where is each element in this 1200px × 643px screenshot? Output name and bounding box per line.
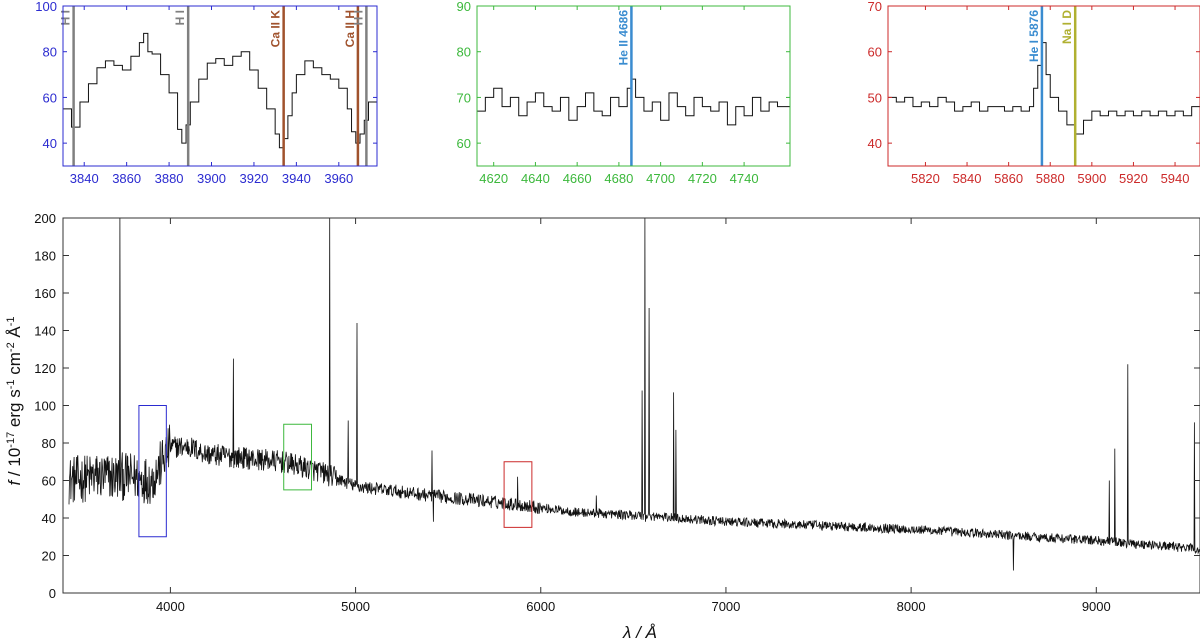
main-spectrum-panel: 4000 5000 6000 7000 8000 9000 0 20 40 60 80 100 120 1…: [34, 211, 1200, 614]
inset1-x-tick-label: 3940: [282, 171, 311, 186]
main-spectrum-line: [68, 217, 1200, 571]
inset3-x-tick-label: 5860: [994, 171, 1023, 186]
inset3-spectrum-line: [888, 42, 1200, 135]
inset3-y-tick-label: 40: [868, 136, 882, 151]
inset1-x-tick-label: 3960: [324, 171, 353, 186]
inset2-y-tick-label: 90: [457, 0, 471, 14]
main-y-tick-label: 180: [34, 249, 56, 264]
main-x-tick-label: 5000: [341, 599, 370, 614]
inset1-x-tick-label: 3860: [112, 171, 141, 186]
inset-indicator-box: [138, 405, 167, 538]
inset3-marker-label: Na I D: [1060, 10, 1074, 44]
inset3-x-tick-label: 5920: [1119, 171, 1148, 186]
inset3-x-tick-label: 5900: [1077, 171, 1106, 186]
main-y-tick-label: 80: [42, 436, 56, 451]
main-x-tick-label: 8000: [897, 599, 926, 614]
inset2-x-tick-label: 4640: [521, 171, 550, 186]
inset1-x-tick-label: 3880: [155, 171, 184, 186]
inset1-x-tick-label: 3840: [70, 171, 99, 186]
inset3-y-tick-label: 70: [868, 0, 882, 14]
inset1-x-tick-label: 3920: [239, 171, 268, 186]
inset1-y-tick-label: 40: [43, 136, 57, 151]
inset1-y-tick-label: 100: [35, 0, 57, 14]
inset1-spectrum-line: [63, 32, 378, 149]
main-y-axis-title: f / 10-17 erg s-1 cm-2 Å-1: [5, 316, 24, 485]
main-y-tick-label: 140: [34, 324, 56, 339]
inset-indicator-box: [503, 461, 533, 528]
main-y-tick-label: 20: [42, 549, 56, 564]
inset2-y-tick-label: 70: [457, 90, 471, 105]
inset-he-i-na-i-panel: He I 5876 Na I D 5820 5840 5860 5880 5900 5920 5…: [868, 0, 1200, 186]
inset3-marker-label: He I 5876: [1027, 10, 1041, 62]
inset2-x-tick-label: 4660: [563, 171, 592, 186]
main-x-axis-title: λ / Å: [622, 623, 657, 642]
inset2-y-tick-label: 60: [457, 136, 471, 151]
inset2-x-tick-label: 4680: [604, 171, 633, 186]
inset1-frame: [62, 5, 378, 167]
main-y-tick-label: 200: [34, 211, 56, 226]
inset2-frame: [476, 5, 791, 167]
inset1-marker-label: H I: [351, 10, 365, 25]
inset3-x-tick-label: 5840: [953, 171, 982, 186]
main-y-tick-label: 120: [34, 361, 56, 376]
main-y-tick-label: 60: [42, 474, 56, 489]
inset3-x-tick-label: 5940: [1161, 171, 1190, 186]
inset1-x-tick-label: 3900: [197, 171, 226, 186]
main-x-tick-label: 9000: [1082, 599, 1111, 614]
main-x-tick-label: 7000: [711, 599, 740, 614]
main-y-tick-label: 100: [34, 399, 56, 414]
inset3-y-tick-label: 60: [868, 45, 882, 60]
main-x-tick-label: 4000: [156, 599, 185, 614]
inset1-marker-label: Ca II H: [343, 10, 357, 47]
inset2-x-tick-label: 4720: [688, 171, 717, 186]
inset2-x-tick-label: 4620: [479, 171, 508, 186]
main-y-tick-label: 0: [49, 586, 56, 601]
svg-text:f / 10-17 erg s-1 cm-2 Å-1: f / 10-17 erg s-1 cm-2 Å-1: [5, 316, 24, 485]
inset2-marker-label: He II 4686: [616, 10, 630, 66]
inset-he-ii-panel: He II 4686 4620 4640 4660 4680 4700 4720 4740 60…: [457, 0, 791, 186]
inset3-x-tick-label: 5820: [911, 171, 940, 186]
main-x-tick-label: 6000: [526, 599, 555, 614]
inset3-y-tick-label: 50: [868, 90, 882, 105]
inset2-x-tick-label: 4700: [646, 171, 675, 186]
inset2-y-tick-label: 80: [457, 45, 471, 60]
inset1-marker-label: Ca II K: [269, 10, 283, 48]
inset3-x-tick-label: 5880: [1036, 171, 1065, 186]
inset-indicator-box: [283, 423, 313, 491]
inset1-marker-label: H I: [173, 10, 187, 25]
main-y-tick-label: 40: [42, 511, 56, 526]
inset2-spectrum-line: [477, 78, 791, 126]
inset2-x-tick-label: 4740: [730, 171, 759, 186]
inset1-y-tick-label: 80: [43, 45, 57, 60]
inset3-frame: [887, 5, 1200, 167]
inset1-marker-label: H I: [59, 10, 73, 25]
main-y-tick-label: 160: [34, 286, 56, 301]
inset1-y-tick-label: 60: [43, 90, 57, 105]
svg-text:λ / Å: λ / Å: [622, 623, 657, 642]
